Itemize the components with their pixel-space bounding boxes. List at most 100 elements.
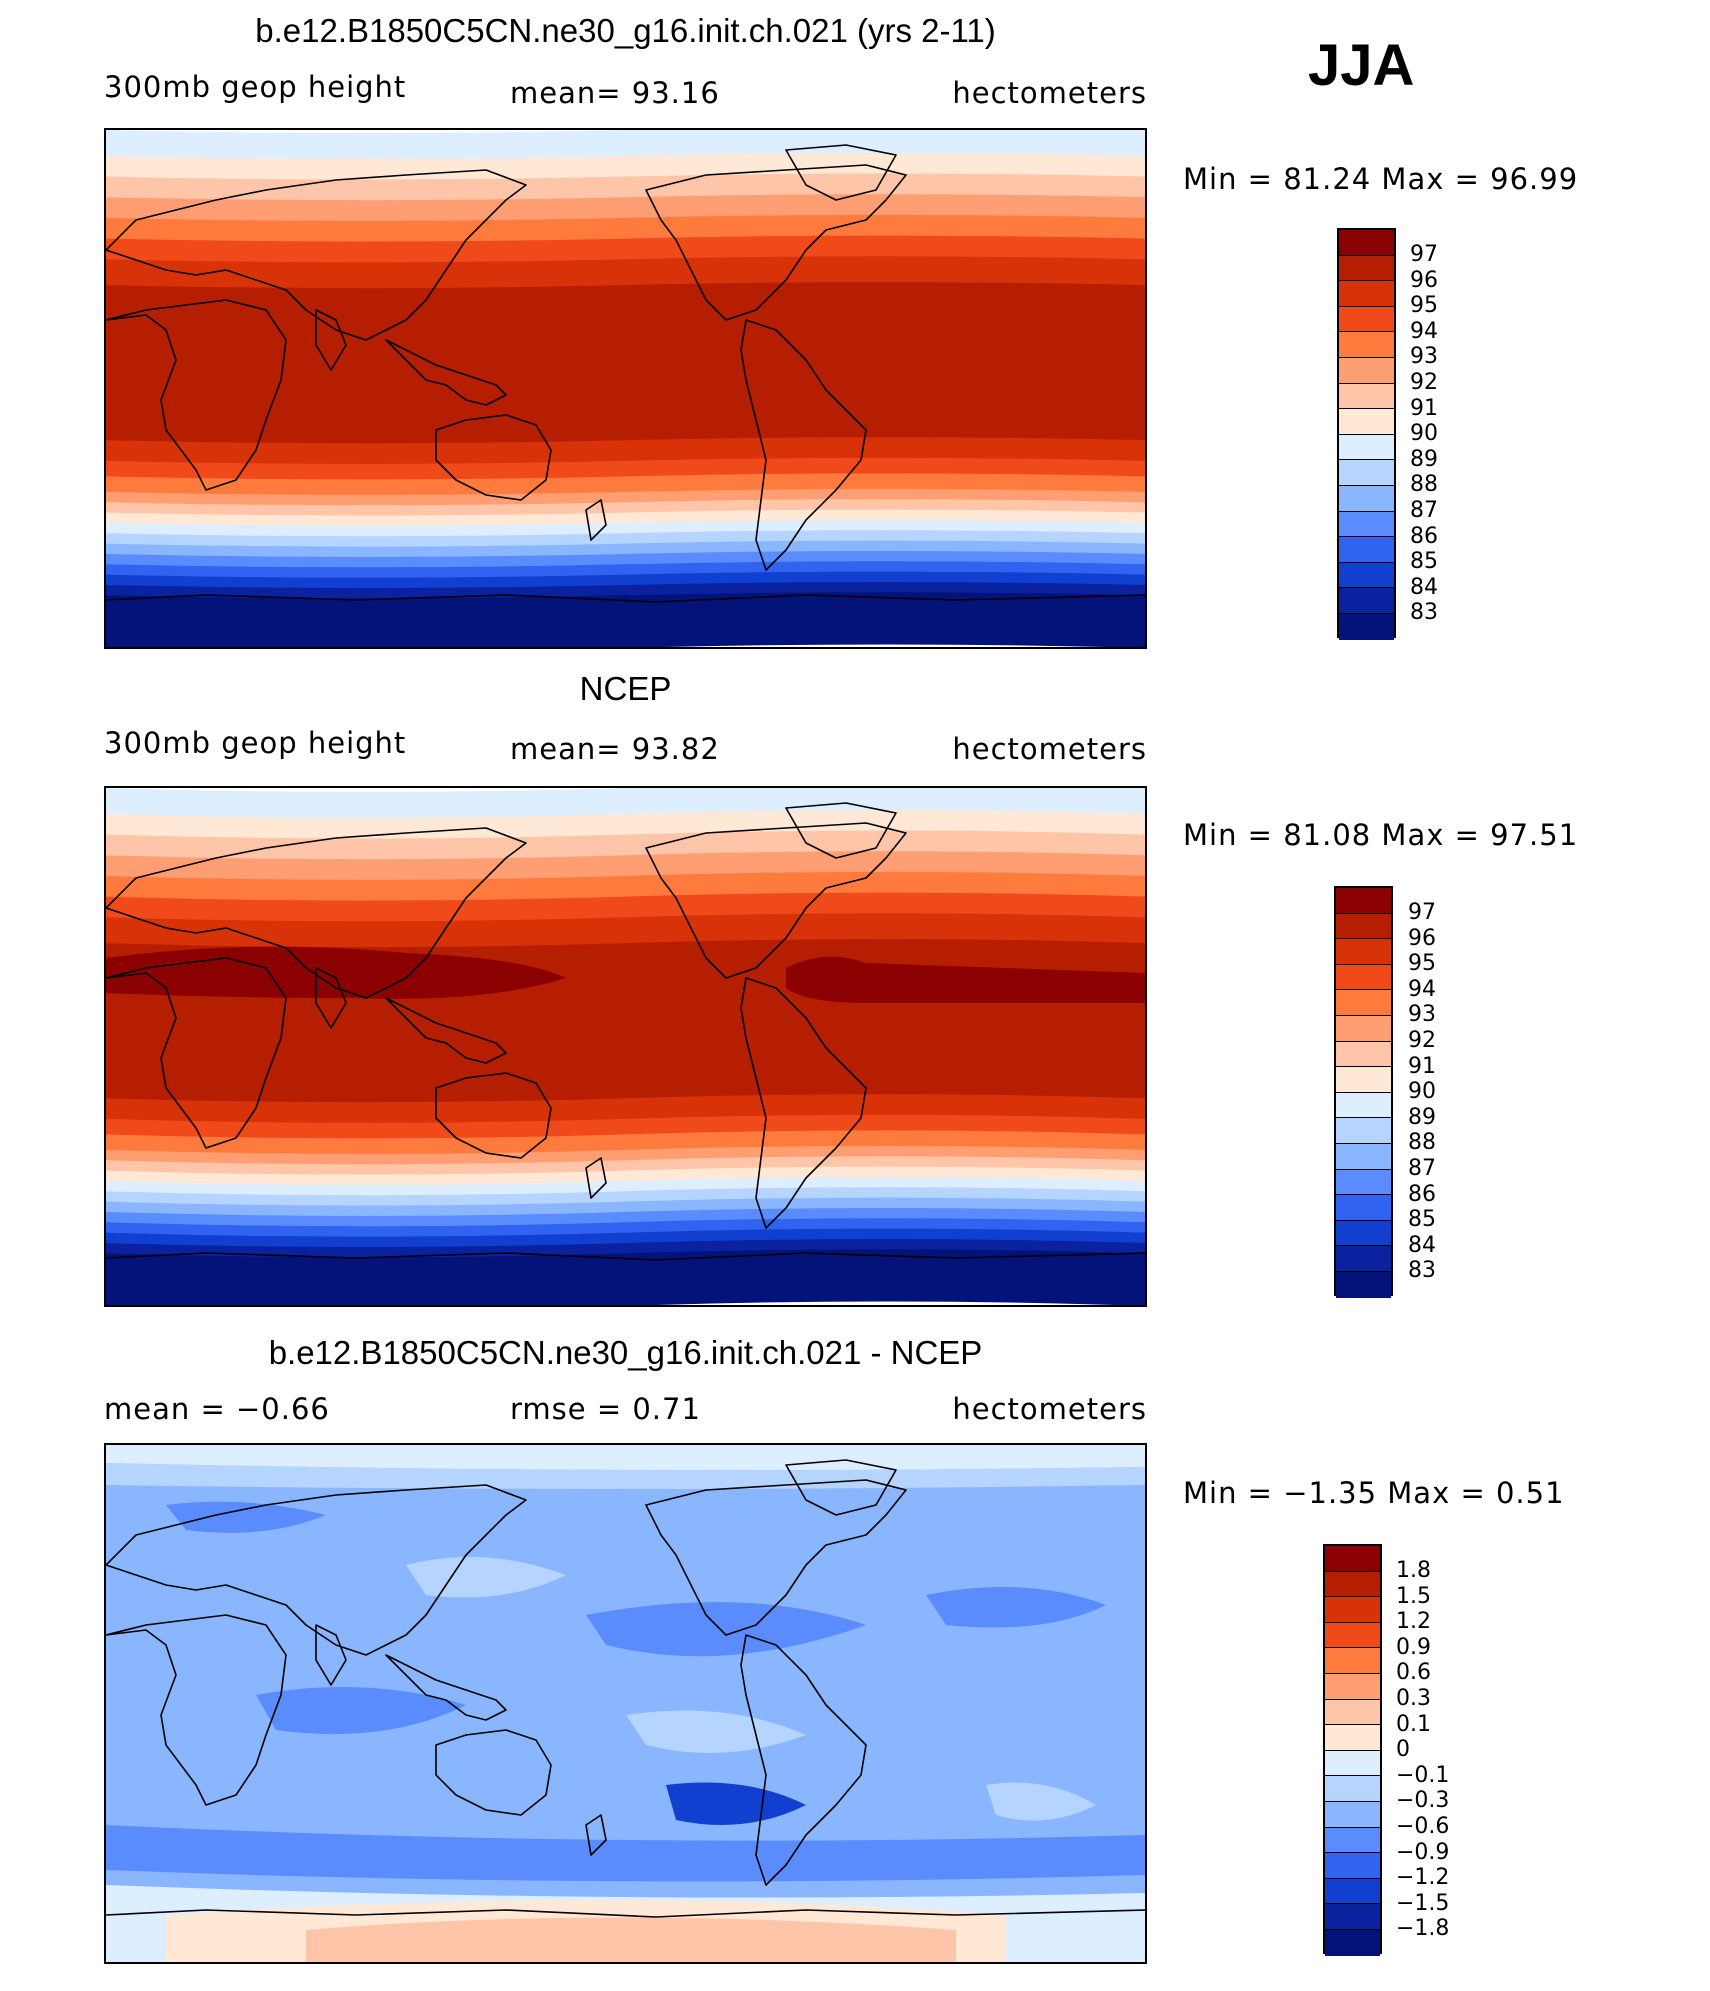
coastline [645, 164, 907, 321]
coastline [315, 967, 347, 1029]
colorbar-swatch [1325, 1546, 1380, 1572]
colorbar-label: 89 [1408, 1104, 1436, 1130]
colorbar-swatch [1325, 1827, 1380, 1854]
coastline [315, 309, 347, 371]
colorbar-label: 0.6 [1396, 1660, 1431, 1686]
coastline [585, 1814, 607, 1856]
contour-band [106, 1249, 1145, 1305]
contour-band [106, 1218, 1145, 1239]
colorbar-swatch [1336, 990, 1391, 1016]
contour-band [106, 359, 1145, 419]
panel-2-mean: mean= 93.82 [510, 732, 720, 766]
colorbar-swatch [1339, 357, 1394, 384]
contour-band [106, 1176, 1145, 1197]
colorbar-swatch [1339, 613, 1394, 640]
map-field [106, 130, 1145, 647]
colorbar-label: 96 [1410, 267, 1438, 293]
coastline [385, 1654, 507, 1721]
contour-band [106, 1207, 1145, 1228]
colorbar-swatch [1336, 1143, 1391, 1170]
coastline [106, 594, 1145, 603]
colorbar-swatch [1336, 939, 1391, 965]
colorbar-label: 94 [1408, 976, 1436, 1002]
colorbar-label: 91 [1408, 1053, 1436, 1079]
coastline [585, 1157, 607, 1199]
contour-band [106, 530, 1145, 549]
colorbar-label: 97 [1408, 900, 1436, 925]
contour-band [106, 809, 1145, 841]
coastline [785, 144, 897, 201]
panel-1-colorbar [1337, 228, 1396, 640]
colorbar-label: 90 [1410, 421, 1438, 447]
coastline [585, 499, 607, 541]
coastline [315, 1624, 347, 1686]
colorbar-swatch [1325, 1853, 1380, 1879]
contour-band [666, 1782, 806, 1825]
panel-1-map [104, 128, 1147, 649]
colorbar-label: 85 [1408, 1207, 1436, 1233]
contour-band [786, 956, 1145, 1003]
coastline [645, 1479, 907, 1636]
colorbar-swatch [1336, 1015, 1391, 1042]
colorbar-swatch [1325, 1801, 1380, 1828]
colorbar-label: 88 [1408, 1130, 1436, 1156]
colorbar-swatch [1339, 588, 1394, 614]
colorbar-label: 88 [1410, 472, 1438, 498]
colorbar-label: 94 [1410, 318, 1438, 344]
contour-band [406, 1557, 566, 1598]
colorbar-swatch [1339, 383, 1394, 410]
panel-3-mean: mean = −0.66 [104, 1392, 330, 1426]
colorbar-label: 89 [1410, 446, 1438, 472]
colorbar-label: 83 [1408, 1258, 1436, 1284]
panel-2-units: hectometers [952, 732, 1147, 766]
coastline [106, 1614, 287, 1806]
colorbar-label: 84 [1410, 574, 1438, 600]
coastline [385, 339, 507, 406]
contour-band [106, 282, 1145, 368]
contour-band [106, 581, 1145, 600]
contour-band [106, 509, 1145, 528]
colorbar-swatch [1336, 1092, 1391, 1119]
coastline [435, 1072, 552, 1159]
colorbar-swatch [1339, 332, 1394, 358]
colorbar-swatch [1336, 1067, 1391, 1093]
contour-band [106, 561, 1145, 580]
contour-band [306, 1917, 956, 1962]
contour-band [106, 488, 1145, 507]
contour-band [106, 1187, 1145, 1208]
colorbar-swatch [1339, 230, 1394, 256]
coastline [106, 169, 527, 341]
panel-3-rmse: rmse = 0.71 [510, 1392, 701, 1426]
colorbar-swatch [1336, 1246, 1391, 1272]
coastline [106, 1252, 1145, 1261]
colorbar-label: −0.3 [1396, 1788, 1450, 1814]
colorbar-label: 90 [1408, 1079, 1436, 1105]
coastline [740, 1634, 867, 1886]
colorbar-label: 87 [1408, 1155, 1436, 1181]
colorbar-label: 1.8 [1396, 1558, 1431, 1583]
colorbar-swatch [1336, 1271, 1391, 1298]
contour-band [106, 499, 1145, 518]
colorbar-swatch [1339, 511, 1394, 538]
colorbar-swatch [1339, 306, 1394, 333]
contour-band [106, 411, 1145, 445]
colorbar-label: 95 [1410, 293, 1438, 319]
contour-band [106, 550, 1145, 569]
contour-band [106, 1197, 1145, 1218]
colorbar-swatch [1325, 1571, 1380, 1598]
colorbar-label: 87 [1410, 497, 1438, 523]
colorbar-label: 96 [1408, 925, 1436, 951]
contour-band [106, 892, 1145, 923]
coastline [740, 977, 867, 1229]
coastline [645, 822, 907, 979]
contour-band [106, 1145, 1145, 1166]
map-field [106, 1445, 1145, 1962]
season-label: JJA [1308, 33, 1415, 98]
colorbar-swatch [1339, 255, 1394, 282]
contour-band [106, 871, 1145, 903]
colorbar-swatch [1336, 1195, 1391, 1221]
colorbar-label: 83 [1410, 600, 1438, 626]
panel-2-minmax: Min = 81.08 Max = 97.51 [1183, 818, 1579, 852]
colorbar-swatch [1339, 485, 1394, 512]
panel-2-map [104, 786, 1147, 1307]
